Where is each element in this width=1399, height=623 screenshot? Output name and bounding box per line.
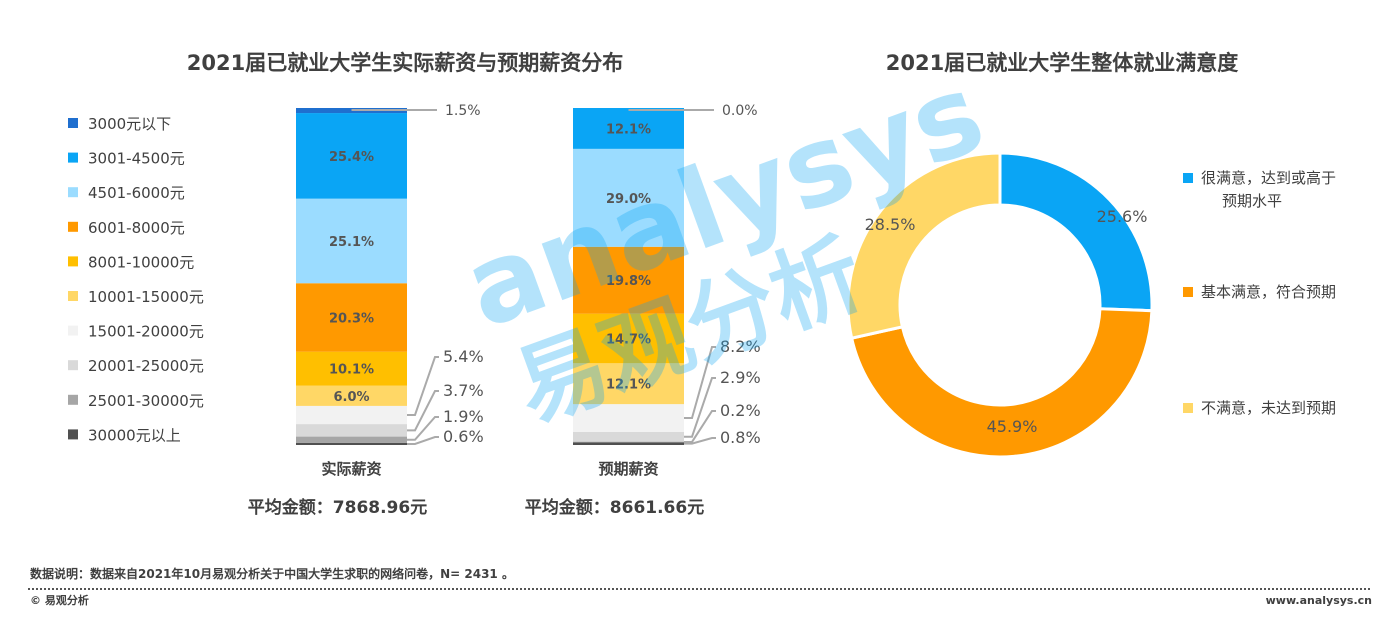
bar-segment <box>573 148 684 247</box>
bar-segment <box>296 424 407 437</box>
website: www.analysys.cn <box>1266 594 1372 607</box>
value-label: 29.0% <box>606 192 651 207</box>
value-label: 0.8% <box>720 428 761 447</box>
bar-segment <box>296 113 407 199</box>
legend-label: 3000元以下 <box>88 115 171 133</box>
legend-swatch <box>68 152 78 163</box>
legend-label: 8001-10000元 <box>88 253 194 271</box>
value-label: 3.7% <box>443 381 484 400</box>
value-label: 5.4% <box>443 347 484 366</box>
legend-label: 15001-20000元 <box>88 323 204 341</box>
category-label: 预期薪资 <box>598 460 658 478</box>
legend-swatch <box>68 256 78 267</box>
bar-segment <box>573 442 684 445</box>
leader-line <box>684 437 716 445</box>
legend-swatch <box>1183 287 1193 297</box>
value-label: 1.5% <box>445 103 481 119</box>
legend-swatch <box>68 394 78 405</box>
value-label: 12.1% <box>606 378 651 393</box>
legend-swatch <box>68 360 78 371</box>
bar-segment <box>573 441 684 443</box>
legend-label: 4501-6000元 <box>88 184 185 202</box>
bar-segment <box>573 108 684 149</box>
leader-line <box>407 356 439 417</box>
legend-label: 预期水平 <box>1222 192 1282 210</box>
value-label: 0.2% <box>720 401 761 420</box>
slice-label: 45.9% <box>987 417 1038 436</box>
legend-label: 3001-4500元 <box>88 150 185 168</box>
bar-legend: 3000元以下 3001-4500元 4501-6000元 6001-8000元 800… <box>68 115 204 444</box>
category-label: 实际薪资 <box>321 460 381 478</box>
data-note: 数据说明：数据来自2021年10月易观分析关于中国大学生求职的网络问卷，N= 2… <box>30 566 514 581</box>
leader-line <box>684 410 716 443</box>
leader-line <box>684 346 716 419</box>
legend-swatch <box>68 118 78 128</box>
legend-label: 基本满意，符合预期 <box>1201 283 1336 301</box>
legend-label: 很满意，达到或高于 <box>1201 169 1336 187</box>
legend-label: 20001-25000元 <box>88 357 204 375</box>
legend-label: 6001-8000元 <box>88 219 185 237</box>
legend-label: 25001-30000元 <box>88 392 204 410</box>
stacked-bars: 0.6%1.9% 3.7% 5.4% 6.0% 10.1% 20.3% 25.1% 25.4%… <box>248 103 761 518</box>
legend-label: 不满意，未达到预期 <box>1201 399 1336 417</box>
value-label: 12.1% <box>606 122 651 137</box>
bar-segment <box>296 405 407 425</box>
value-label: 14.7% <box>606 332 651 347</box>
average-label: 平均金额：8661.66元 <box>525 497 704 518</box>
bar-chart-title: 2021届已就业大学生实际薪资与预期薪资分布 <box>187 51 623 75</box>
copyright: © 易观分析 <box>30 593 89 607</box>
value-label: 0.0% <box>722 103 758 119</box>
donut-chart-title: 2021届已就业大学生整体就业满意度 <box>886 51 1238 75</box>
legend-swatch <box>68 291 78 301</box>
average-label: 平均金额：7868.96元 <box>248 497 427 518</box>
bar-segment <box>296 385 407 406</box>
legend-swatch <box>68 187 78 198</box>
donut-slice <box>849 307 1154 459</box>
legend-label: 10001-15000元 <box>88 288 204 306</box>
legend-swatch <box>68 325 78 336</box>
leader-line <box>407 390 439 432</box>
value-label: 1.9% <box>443 407 484 426</box>
leader-line <box>684 377 716 438</box>
bar-segment <box>573 246 684 314</box>
bar-segment <box>296 283 407 352</box>
value-label: 25.4% <box>329 150 374 165</box>
bar-segment <box>296 442 407 445</box>
donut-chart: 25.6% 45.9% 28.5% <box>846 151 1154 459</box>
bar-segment <box>296 198 407 284</box>
legend-label: 30000元以上 <box>88 426 181 444</box>
legend-swatch <box>68 221 78 232</box>
donut-slice <box>846 151 1002 340</box>
value-label: 6.0% <box>333 390 369 405</box>
value-label: 8.2% <box>720 337 761 356</box>
value-label: 20.3% <box>329 311 374 326</box>
bar-segment <box>296 436 407 443</box>
value-label: 25.1% <box>329 235 374 250</box>
bar-segment <box>573 431 684 442</box>
bar-segment <box>573 404 684 432</box>
bar-segment <box>296 351 407 386</box>
value-label: 0.6% <box>443 427 484 446</box>
value-label: 10.1% <box>329 363 374 378</box>
slice-label: 28.5% <box>865 215 916 234</box>
leader-line <box>407 436 439 445</box>
slice-label: 25.6% <box>1097 207 1148 226</box>
legend-swatch <box>68 429 78 440</box>
value-label: 2.9% <box>720 368 761 387</box>
donut-slice <box>998 151 1154 313</box>
bar-segment <box>573 363 684 405</box>
legend-swatch <box>1183 173 1193 183</box>
value-label: 19.8% <box>606 274 651 289</box>
bar-segment <box>573 313 684 364</box>
legend-swatch <box>1183 403 1193 413</box>
leader-line <box>407 416 439 441</box>
